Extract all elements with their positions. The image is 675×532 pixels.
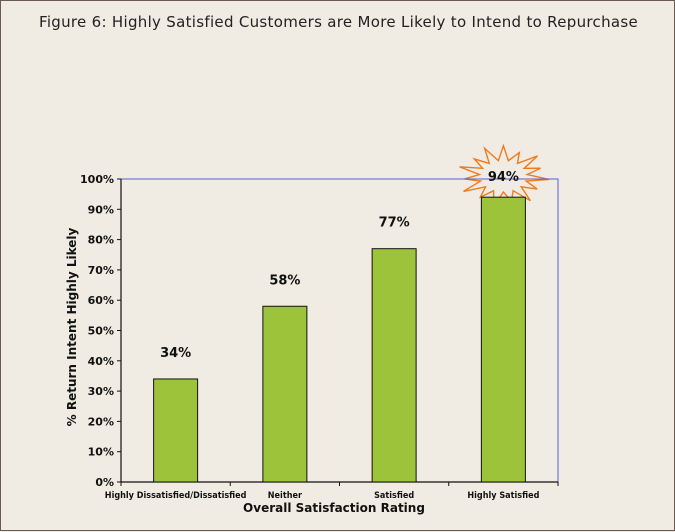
x-category-label: Neither: [268, 491, 302, 501]
y-tick-label: 0%: [95, 476, 114, 489]
y-tick-label: 80%: [88, 234, 114, 247]
highlight-starburst: [459, 143, 550, 209]
x-category-label: Satisfied: [374, 491, 414, 501]
y-tick-label: 100%: [80, 173, 114, 186]
x-axis-label: Overall Satisfaction Rating: [243, 501, 425, 515]
y-tick-label: 70%: [88, 264, 114, 277]
bar: [371, 248, 417, 483]
data-label: 34%: [160, 346, 191, 361]
y-tick-label: 60%: [88, 294, 114, 307]
data-label: 58%: [269, 273, 300, 288]
bar: [480, 196, 526, 483]
y-tick-label: 50%: [88, 325, 114, 338]
y-tick-label: 40%: [88, 355, 114, 368]
data-label: 94%: [488, 170, 519, 185]
chart-title: Figure 6: Highly Satisfied Customers are…: [38, 13, 639, 31]
plot-area-border: [121, 178, 559, 482]
data-label: 77%: [379, 216, 410, 231]
y-axis-label: % Return Intent Highly Likely: [65, 227, 79, 426]
y-tick-label: 30%: [88, 385, 114, 398]
bar: [153, 378, 199, 483]
y-tick-label: 20%: [88, 415, 114, 428]
x-category-label: Highly Dissatisfied/Dissatisfied: [105, 491, 247, 501]
x-category-label: Highly Satisfied: [467, 491, 539, 501]
y-tick-label: 10%: [88, 446, 114, 459]
y-tick-label: 90%: [88, 203, 114, 216]
bar: [262, 305, 308, 483]
